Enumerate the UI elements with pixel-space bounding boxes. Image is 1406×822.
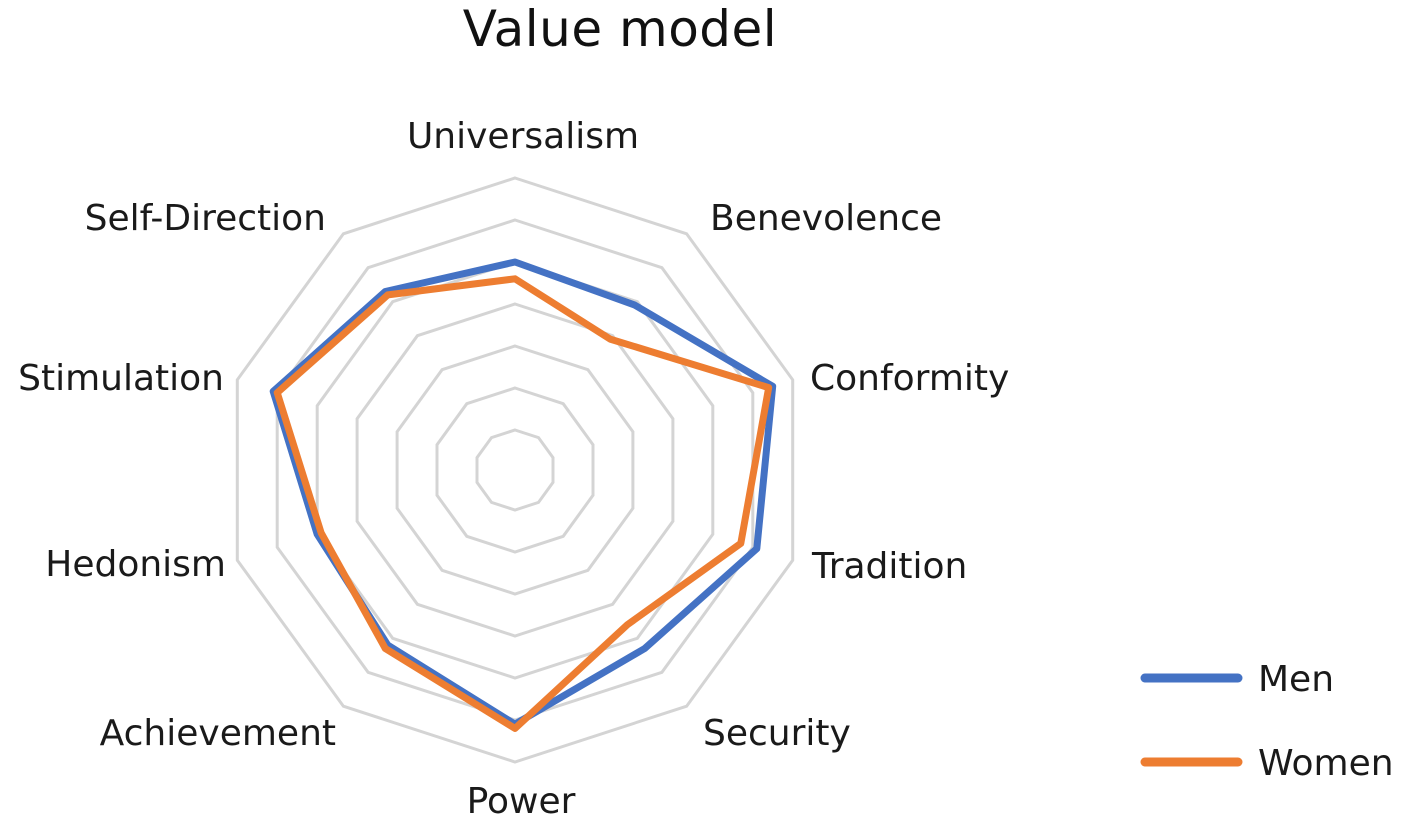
radar-grid [235,176,795,764]
axis-label-achievement: Achievement [100,713,336,754]
chart-title: Value model [462,0,778,58]
radar-grid-ring [475,428,555,512]
axis-label-security: Security [703,713,851,754]
legend: Men Women [1140,659,1394,784]
axis-label-self-direction: Self-Direction [85,198,326,239]
axis-label-conformity: Conformity [810,358,1009,399]
axis-label-universalism: Universalism [407,116,639,157]
legend-label-men: Men [1258,659,1334,700]
axis-label-power: Power [467,781,576,818]
radar-grid-ring [435,386,595,554]
radar-grid-ring [355,302,675,638]
radar-grid-ring [275,218,755,722]
radar-grid-ring [395,344,635,596]
axis-label-hedonism: Hedonism [45,544,226,585]
axis-label-benevolence: Benevolence [710,198,942,239]
series-line-women [273,275,773,732]
radar-grid-ring [315,260,715,680]
radar-grid-ring [235,176,795,764]
legend-label-women: Women [1258,743,1394,784]
axis-label-stimulation: Stimulation [18,358,224,399]
axis-label-tradition: Tradition [811,546,967,587]
